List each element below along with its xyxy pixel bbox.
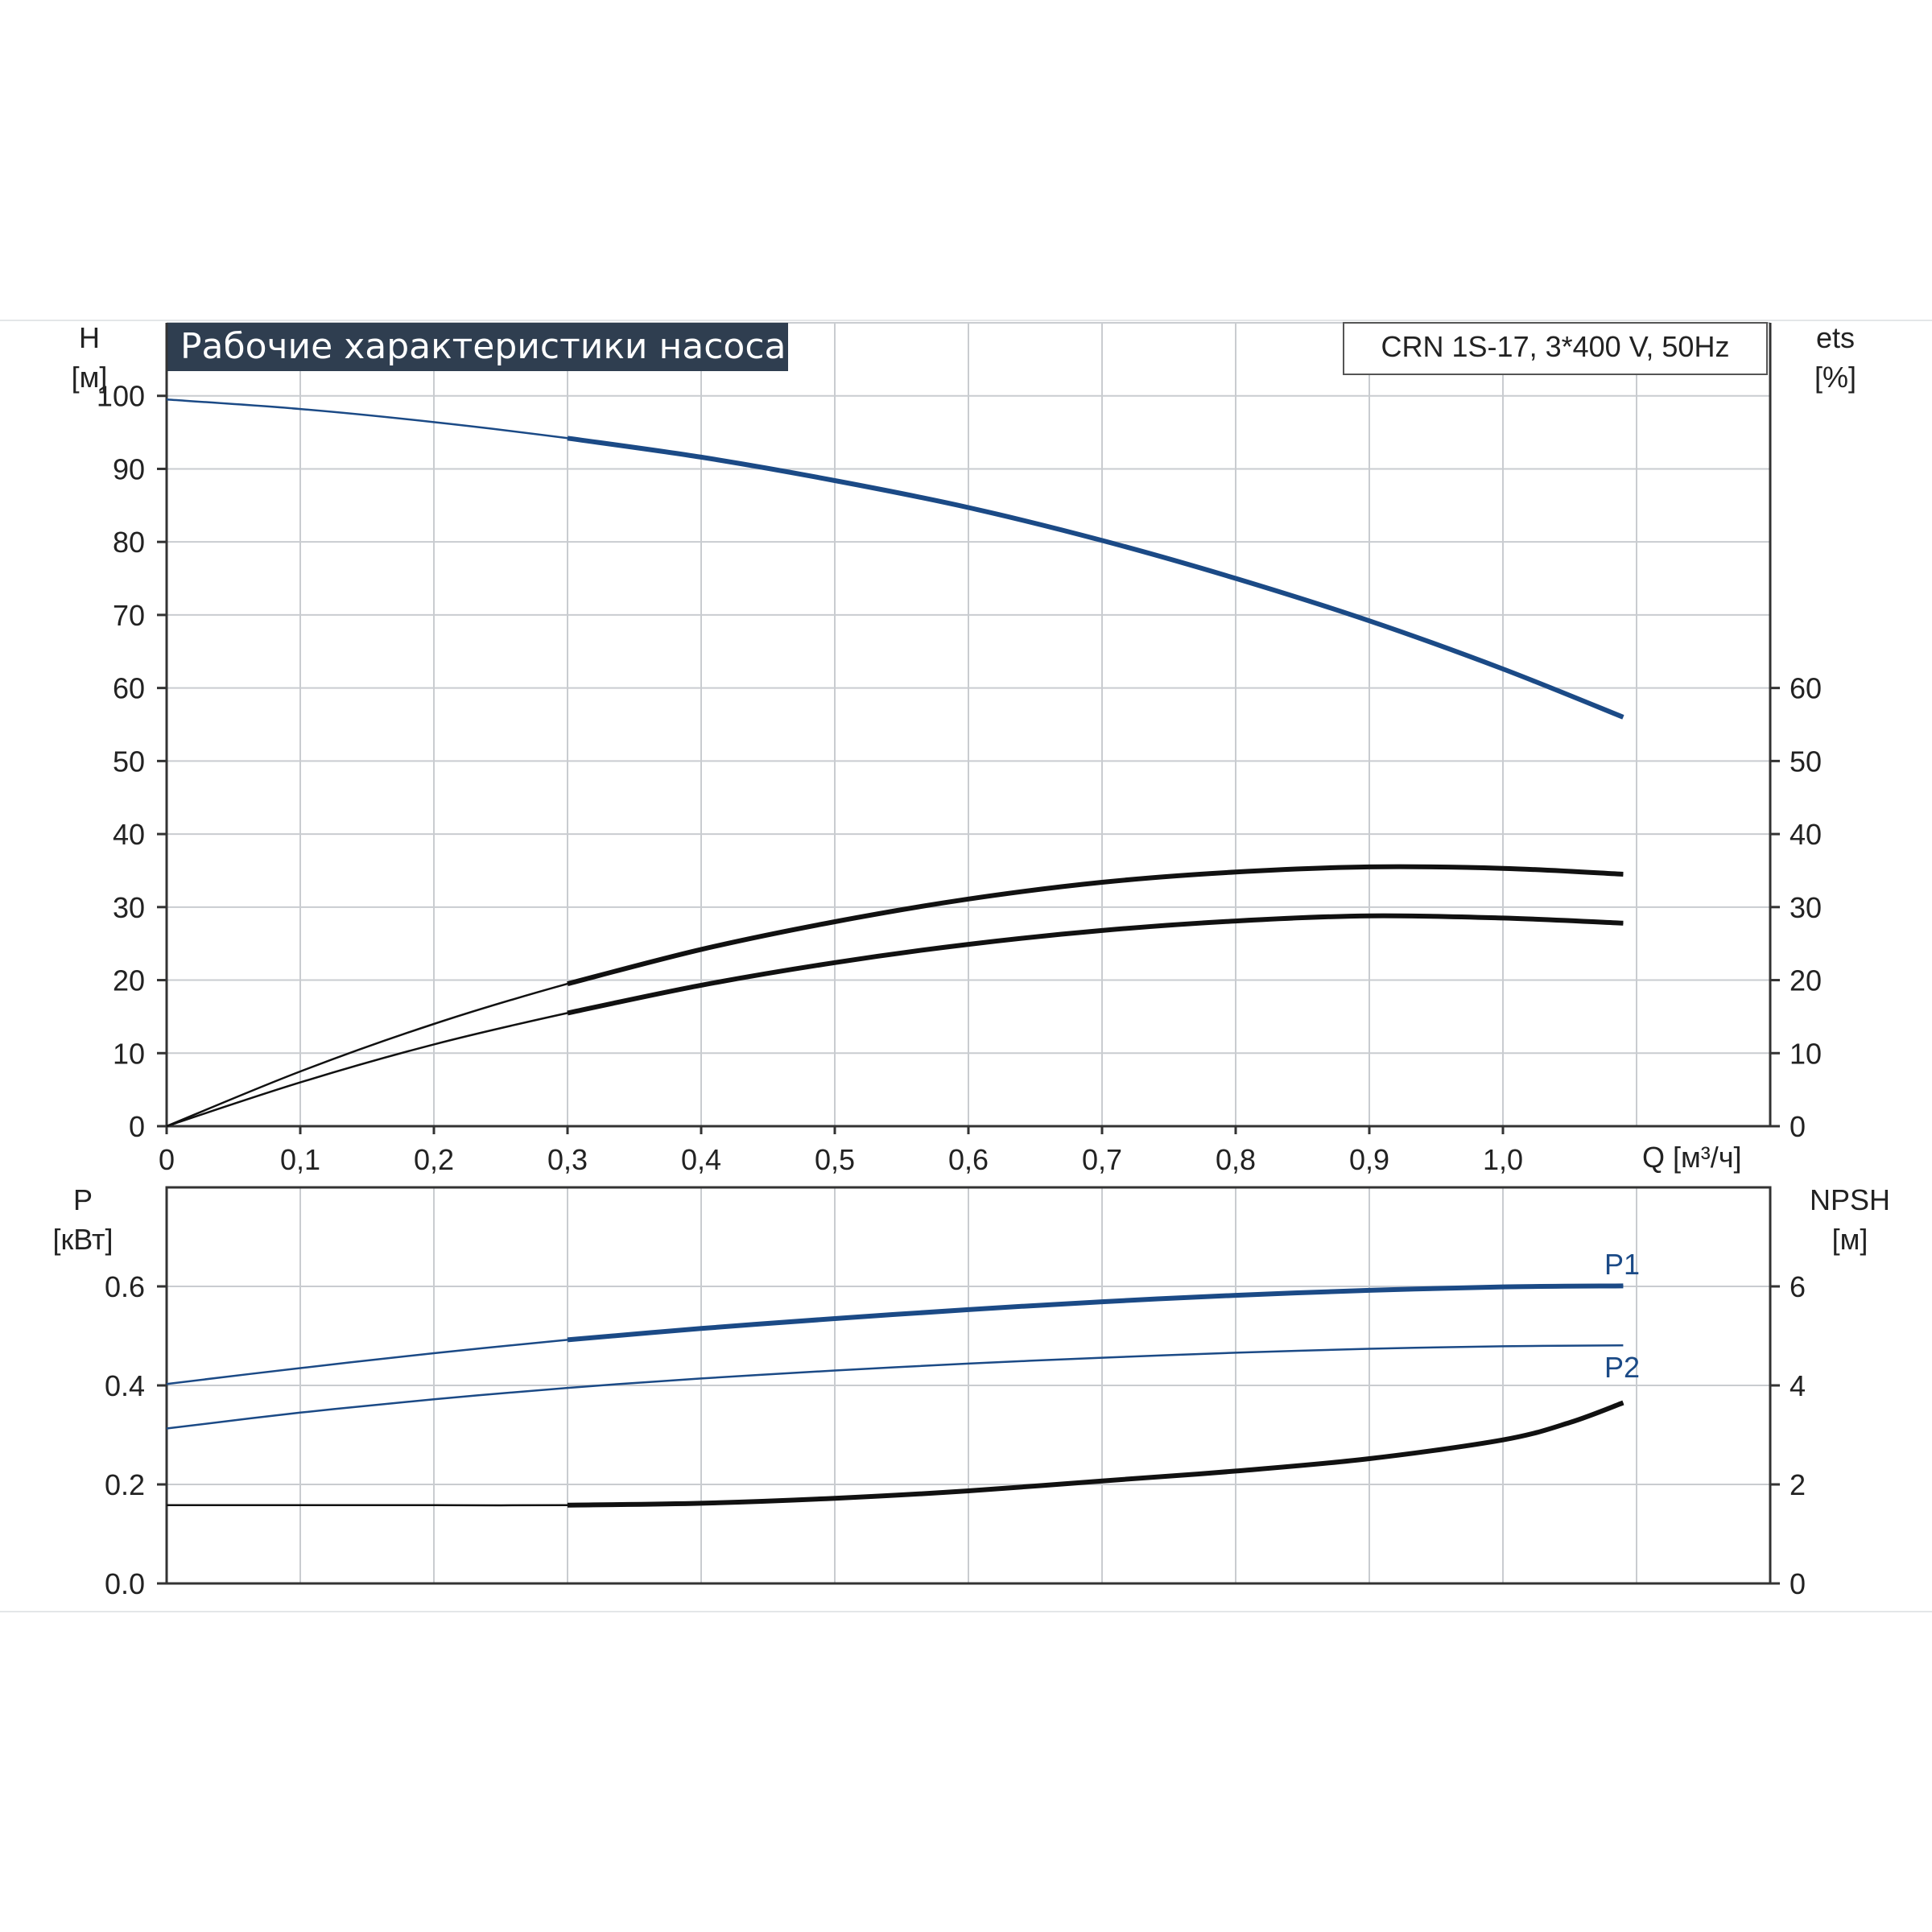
title-text: Рабочие характеристики насоса [180,326,786,367]
axis-titles: H [м] ets [%] Q [м³/ч] P [кВт] NPSH [м] [52,321,1890,1256]
x-tick-label: 0,2 [414,1143,454,1176]
y-tick-label: 70 [113,599,145,632]
x-tick-label: 0,8 [1216,1143,1256,1176]
y2-tick-label: 60 [1790,672,1822,705]
x-tick-label: 0,9 [1349,1143,1389,1176]
series-head-operating-range [567,436,1624,720]
series-label-p2: P2 [1604,1351,1640,1384]
x-tick-label: 1,0 [1483,1143,1523,1176]
series-npsh-operating-range [567,1400,1624,1508]
bottom-y-tick-label: 0.2 [105,1468,145,1501]
y-tick-label: 40 [113,818,145,851]
y2-tick-label: 0 [1790,1110,1806,1143]
x-tick-label: 0 [159,1143,175,1176]
x-tick-label: 0,1 [280,1143,320,1176]
y-tick-label: 0 [129,1110,145,1143]
y2-tick-label: 40 [1790,818,1822,851]
x-tick-label: 0,6 [948,1143,989,1176]
top-xlabel: Q [м³/ч] [1642,1141,1742,1174]
x-tick-label: 0,3 [547,1143,588,1176]
bottom-y2-tick-label: 2 [1790,1468,1806,1501]
bottom-y2-tick-label: 6 [1790,1270,1806,1303]
bottom-tick-labels: 0.0 0.2 0.4 0.6 0 2 4 6 [105,1270,1806,1600]
bottom-y-tick-label: 0.6 [105,1270,145,1303]
series-label-p1: P1 [1604,1248,1640,1281]
x-tick-label: 0,7 [1082,1143,1122,1176]
bottom-y-tick-label: 0.0 [105,1567,145,1600]
model-box: CRN 1S-17, 3*400 V, 50Hz [1343,322,1768,375]
series-eff-total-operating-range [567,864,1624,987]
y-tick-label: 100 [97,380,145,413]
series-p2 [166,1344,1624,1430]
chart-title: Рабочие характеристики насоса [167,323,788,371]
series-p1-operating-range [567,1283,1624,1343]
series-eff-pump-operating-range [567,913,1624,1016]
bottom-ylabel-line1: P [73,1183,93,1216]
bottom-grid [167,1187,1771,1583]
top-ylabel-line2: [м] [72,361,108,394]
bottom-y2label-line1: NPSH [1810,1183,1890,1216]
y-tick-label: 20 [113,964,145,997]
model-text: CRN 1S-17, 3*400 V, 50Hz [1381,330,1730,363]
y-tick-label: 50 [113,745,145,778]
bottom-curves [166,1283,1624,1508]
y-tick-label: 80 [113,526,145,559]
model-box-frame [1343,322,1768,375]
top-y2label-line1: ets [1816,321,1855,354]
top-y2label-line2: [%] [1814,361,1856,394]
title-background [167,323,788,371]
top-tick-labels: 0 0,1 0,2 0,3 0,4 0,5 0,6 0,7 0,8 0,9 1,0 0 10 20 30 40… [97,380,1822,1176]
y-tick-label: 30 [113,891,145,924]
y-tick-label: 10 [113,1037,145,1070]
bottom-y2-tick-label: 4 [1790,1369,1806,1402]
x-tick-label: 0,5 [815,1143,855,1176]
top-curves [166,398,1624,1128]
top-ylabel-line1: H [79,321,100,354]
bottom-ylabel-line2: [кВт] [52,1223,113,1256]
x-tick-label: 0,4 [681,1143,721,1176]
y2-tick-label: 50 [1790,745,1822,778]
bottom-y2label-line2: [м] [1832,1223,1868,1256]
bottom-y-tick-label: 0.4 [105,1369,145,1402]
y2-tick-label: 30 [1790,891,1822,924]
y-tick-label: 90 [113,452,145,485]
y-tick-label: 60 [113,672,145,705]
y2-tick-label: 20 [1790,964,1822,997]
bottom-y2-tick-label: 0 [1790,1567,1806,1600]
y2-tick-label: 10 [1790,1037,1822,1070]
